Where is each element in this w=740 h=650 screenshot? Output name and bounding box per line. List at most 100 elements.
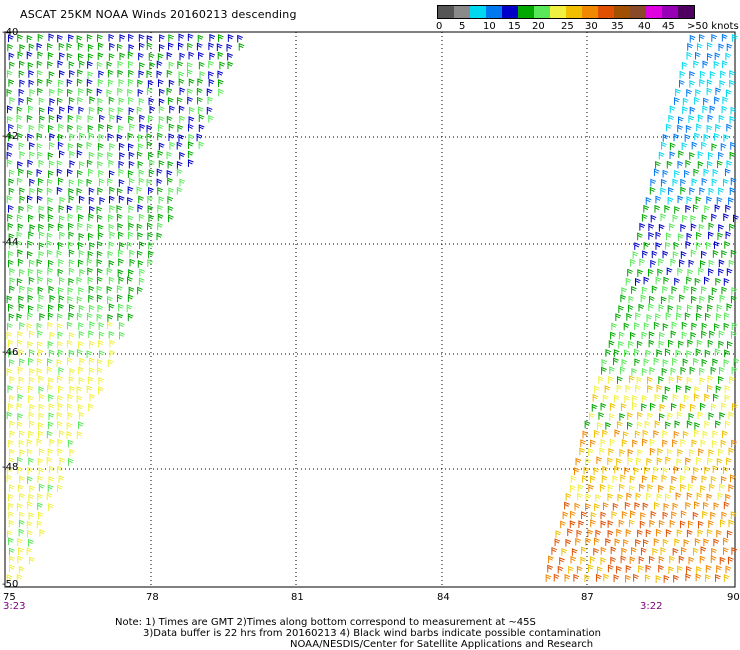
wind-barb	[27, 268, 34, 277]
wind-barb	[46, 187, 53, 196]
wind-barb	[77, 259, 84, 268]
wind-barb	[699, 295, 706, 304]
wind-barb	[77, 404, 84, 412]
wind-barb	[67, 287, 74, 295]
wind-barb	[36, 367, 43, 376]
wind-barb	[177, 60, 184, 69]
wind-barb	[684, 312, 691, 321]
wind-barb	[146, 133, 153, 141]
wind-barb	[655, 575, 662, 583]
wind-barb	[671, 286, 678, 294]
wind-barb	[127, 215, 134, 223]
wind-barb	[676, 375, 683, 384]
wind-barb	[661, 141, 667, 150]
wind-barb	[88, 285, 95, 294]
wind-barb	[594, 385, 600, 394]
wind-barb	[28, 105, 34, 114]
wind-barb	[724, 349, 730, 358]
wind-barb	[47, 152, 54, 160]
wind-barb	[127, 51, 134, 60]
wind-barb	[693, 60, 700, 69]
wind-barb	[18, 205, 25, 214]
wind-barb	[714, 348, 721, 357]
wind-barb	[6, 88, 13, 97]
wind-barb	[629, 375, 635, 384]
wind-barb	[28, 430, 34, 439]
graticule	[5, 32, 735, 587]
wind-barb	[730, 511, 737, 520]
wind-barb	[88, 357, 95, 366]
wind-barb	[648, 223, 655, 232]
scale-color-segment	[470, 6, 486, 18]
wind-barb	[580, 556, 587, 565]
wind-barb	[86, 141, 93, 150]
wind-barb	[138, 42, 145, 51]
wind-barb	[27, 385, 34, 394]
wind-barb	[666, 123, 672, 132]
wind-barb	[119, 52, 126, 61]
wind-barb	[647, 484, 654, 492]
wind-barb	[724, 241, 730, 249]
wind-barb	[632, 251, 639, 259]
wind-barb	[56, 114, 63, 123]
wind-barb	[706, 53, 713, 61]
wind-barb	[108, 96, 115, 105]
wind-barb	[708, 231, 714, 240]
wind-barb	[658, 564, 664, 573]
wind-barb	[729, 115, 736, 124]
wind-barb	[88, 330, 94, 339]
wind-barb	[733, 357, 740, 366]
wind-barb	[58, 258, 64, 267]
wind-barb	[667, 304, 674, 313]
wind-barb	[66, 53, 73, 61]
scale-color-segment	[534, 6, 550, 18]
wind-barb	[8, 52, 15, 61]
wind-barb	[653, 466, 659, 475]
wind-barb	[653, 501, 660, 510]
wind-barb	[88, 187, 95, 196]
wind-barb	[27, 251, 33, 259]
wind-barb	[568, 565, 574, 574]
wind-barb	[658, 376, 664, 384]
wind-barb	[69, 150, 75, 159]
wind-barb	[7, 142, 13, 151]
wind-barb	[126, 304, 133, 312]
wind-barb	[682, 97, 689, 106]
wind-barb	[138, 213, 145, 222]
wind-barb	[694, 501, 700, 510]
wind-barb	[651, 285, 658, 294]
wind-barb	[695, 241, 702, 250]
wind-barb	[631, 368, 638, 376]
wind-barb	[77, 96, 83, 105]
wind-barb	[644, 574, 651, 583]
wind-barb	[96, 367, 103, 375]
wind-barb	[649, 295, 655, 304]
wind-barb	[47, 384, 53, 393]
wind-barb	[8, 502, 14, 511]
wind-barb	[626, 312, 632, 321]
wind-barb	[138, 33, 145, 42]
wind-barb	[108, 330, 115, 339]
wind-barb	[87, 71, 94, 79]
wind-barb	[677, 565, 683, 574]
wind-barb	[59, 196, 66, 205]
wind-barb	[38, 159, 45, 168]
wind-barb	[708, 268, 714, 277]
wind-barb	[630, 258, 636, 267]
wind-barb	[137, 232, 144, 240]
wind-barb	[681, 331, 688, 340]
wind-barb	[18, 60, 25, 69]
wind-barb	[38, 448, 45, 456]
wind-barb	[88, 213, 95, 222]
wind-barb	[699, 260, 706, 268]
wind-barb	[622, 431, 629, 439]
wind-barb	[653, 538, 660, 546]
wind-barb	[128, 44, 135, 52]
wind-barb	[76, 386, 83, 394]
wind-barb	[118, 97, 125, 106]
wind-barb	[703, 97, 709, 106]
wind-barb	[26, 439, 33, 447]
wind-barb	[166, 69, 173, 78]
wind-barb	[67, 213, 74, 222]
wind-barb	[686, 51, 693, 60]
